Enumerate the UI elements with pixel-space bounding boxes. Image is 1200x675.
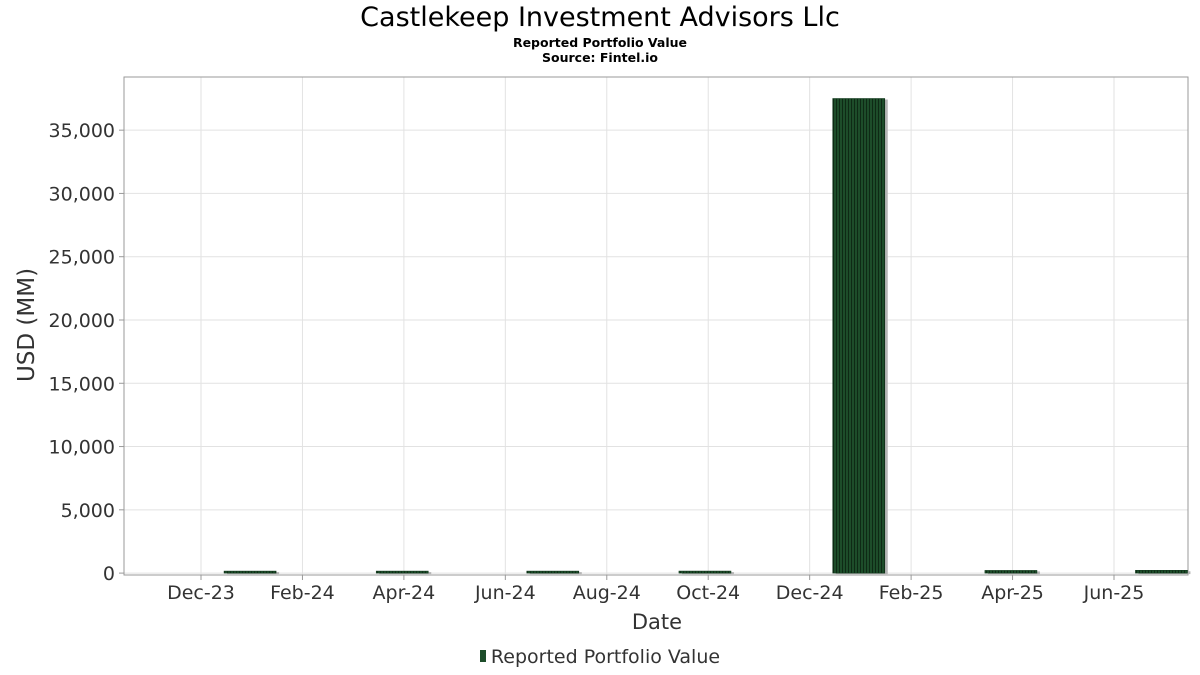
bar-series	[223, 98, 1191, 575]
chart-title: Castlekeep Investment Advisors Llc	[360, 2, 840, 33]
y-tick-label: 0	[103, 563, 115, 585]
x-tick-label: Dec-23	[167, 582, 235, 604]
y-tick-label: 30,000	[49, 183, 115, 205]
x-tick-label: Dec-24	[776, 582, 844, 604]
x-axis: Dec-23 Feb-24 Apr-24 Jun-24 Aug-24 Oct-24 Dec-…	[167, 575, 1144, 604]
bar	[678, 570, 732, 574]
x-axis-label: Date	[632, 610, 682, 634]
x-tick-label: Apr-24	[373, 582, 436, 604]
x-tick-label: Jun-24	[474, 582, 536, 604]
x-tick-label: Feb-25	[879, 582, 944, 604]
chart-source: Source: Fintel.io	[542, 50, 658, 65]
y-tick-label: 15,000	[49, 373, 115, 395]
bar	[223, 570, 277, 574]
legend: Reported Portfolio Value	[0, 646, 1200, 668]
bar	[526, 570, 580, 574]
grid-lines	[124, 77, 1188, 575]
y-axis-label: USD (MM)	[14, 268, 40, 382]
plot-frame	[123, 76, 1189, 576]
y-tick-label: 5,000	[61, 500, 115, 522]
bar	[984, 570, 1038, 574]
legend-label: Reported Portfolio Value	[490, 646, 721, 668]
y-axis: 0 5,000 10,000 15,000 20,000 25,000 30,000 35,0…	[49, 120, 124, 585]
chart-header: Castlekeep Investment Advisors Llc Repor…	[0, 0, 1200, 65]
x-tick-label: Apr-25	[981, 582, 1044, 604]
bar	[832, 98, 886, 574]
y-tick-label: 35,000	[49, 120, 115, 142]
x-tick-label: Jun-25	[1083, 582, 1145, 604]
x-tick-label: Feb-24	[270, 582, 335, 604]
y-tick-label: 25,000	[49, 247, 115, 269]
bar	[1135, 570, 1188, 574]
legend-swatch	[479, 650, 486, 662]
x-tick-label: Aug-24	[573, 582, 641, 604]
x-tick-label: Oct-24	[676, 582, 740, 604]
y-tick-label: 10,000	[49, 437, 115, 459]
bar	[375, 570, 429, 574]
y-tick-label: 20,000	[49, 310, 115, 332]
chart-subtitle: Reported Portfolio Value	[512, 35, 688, 50]
